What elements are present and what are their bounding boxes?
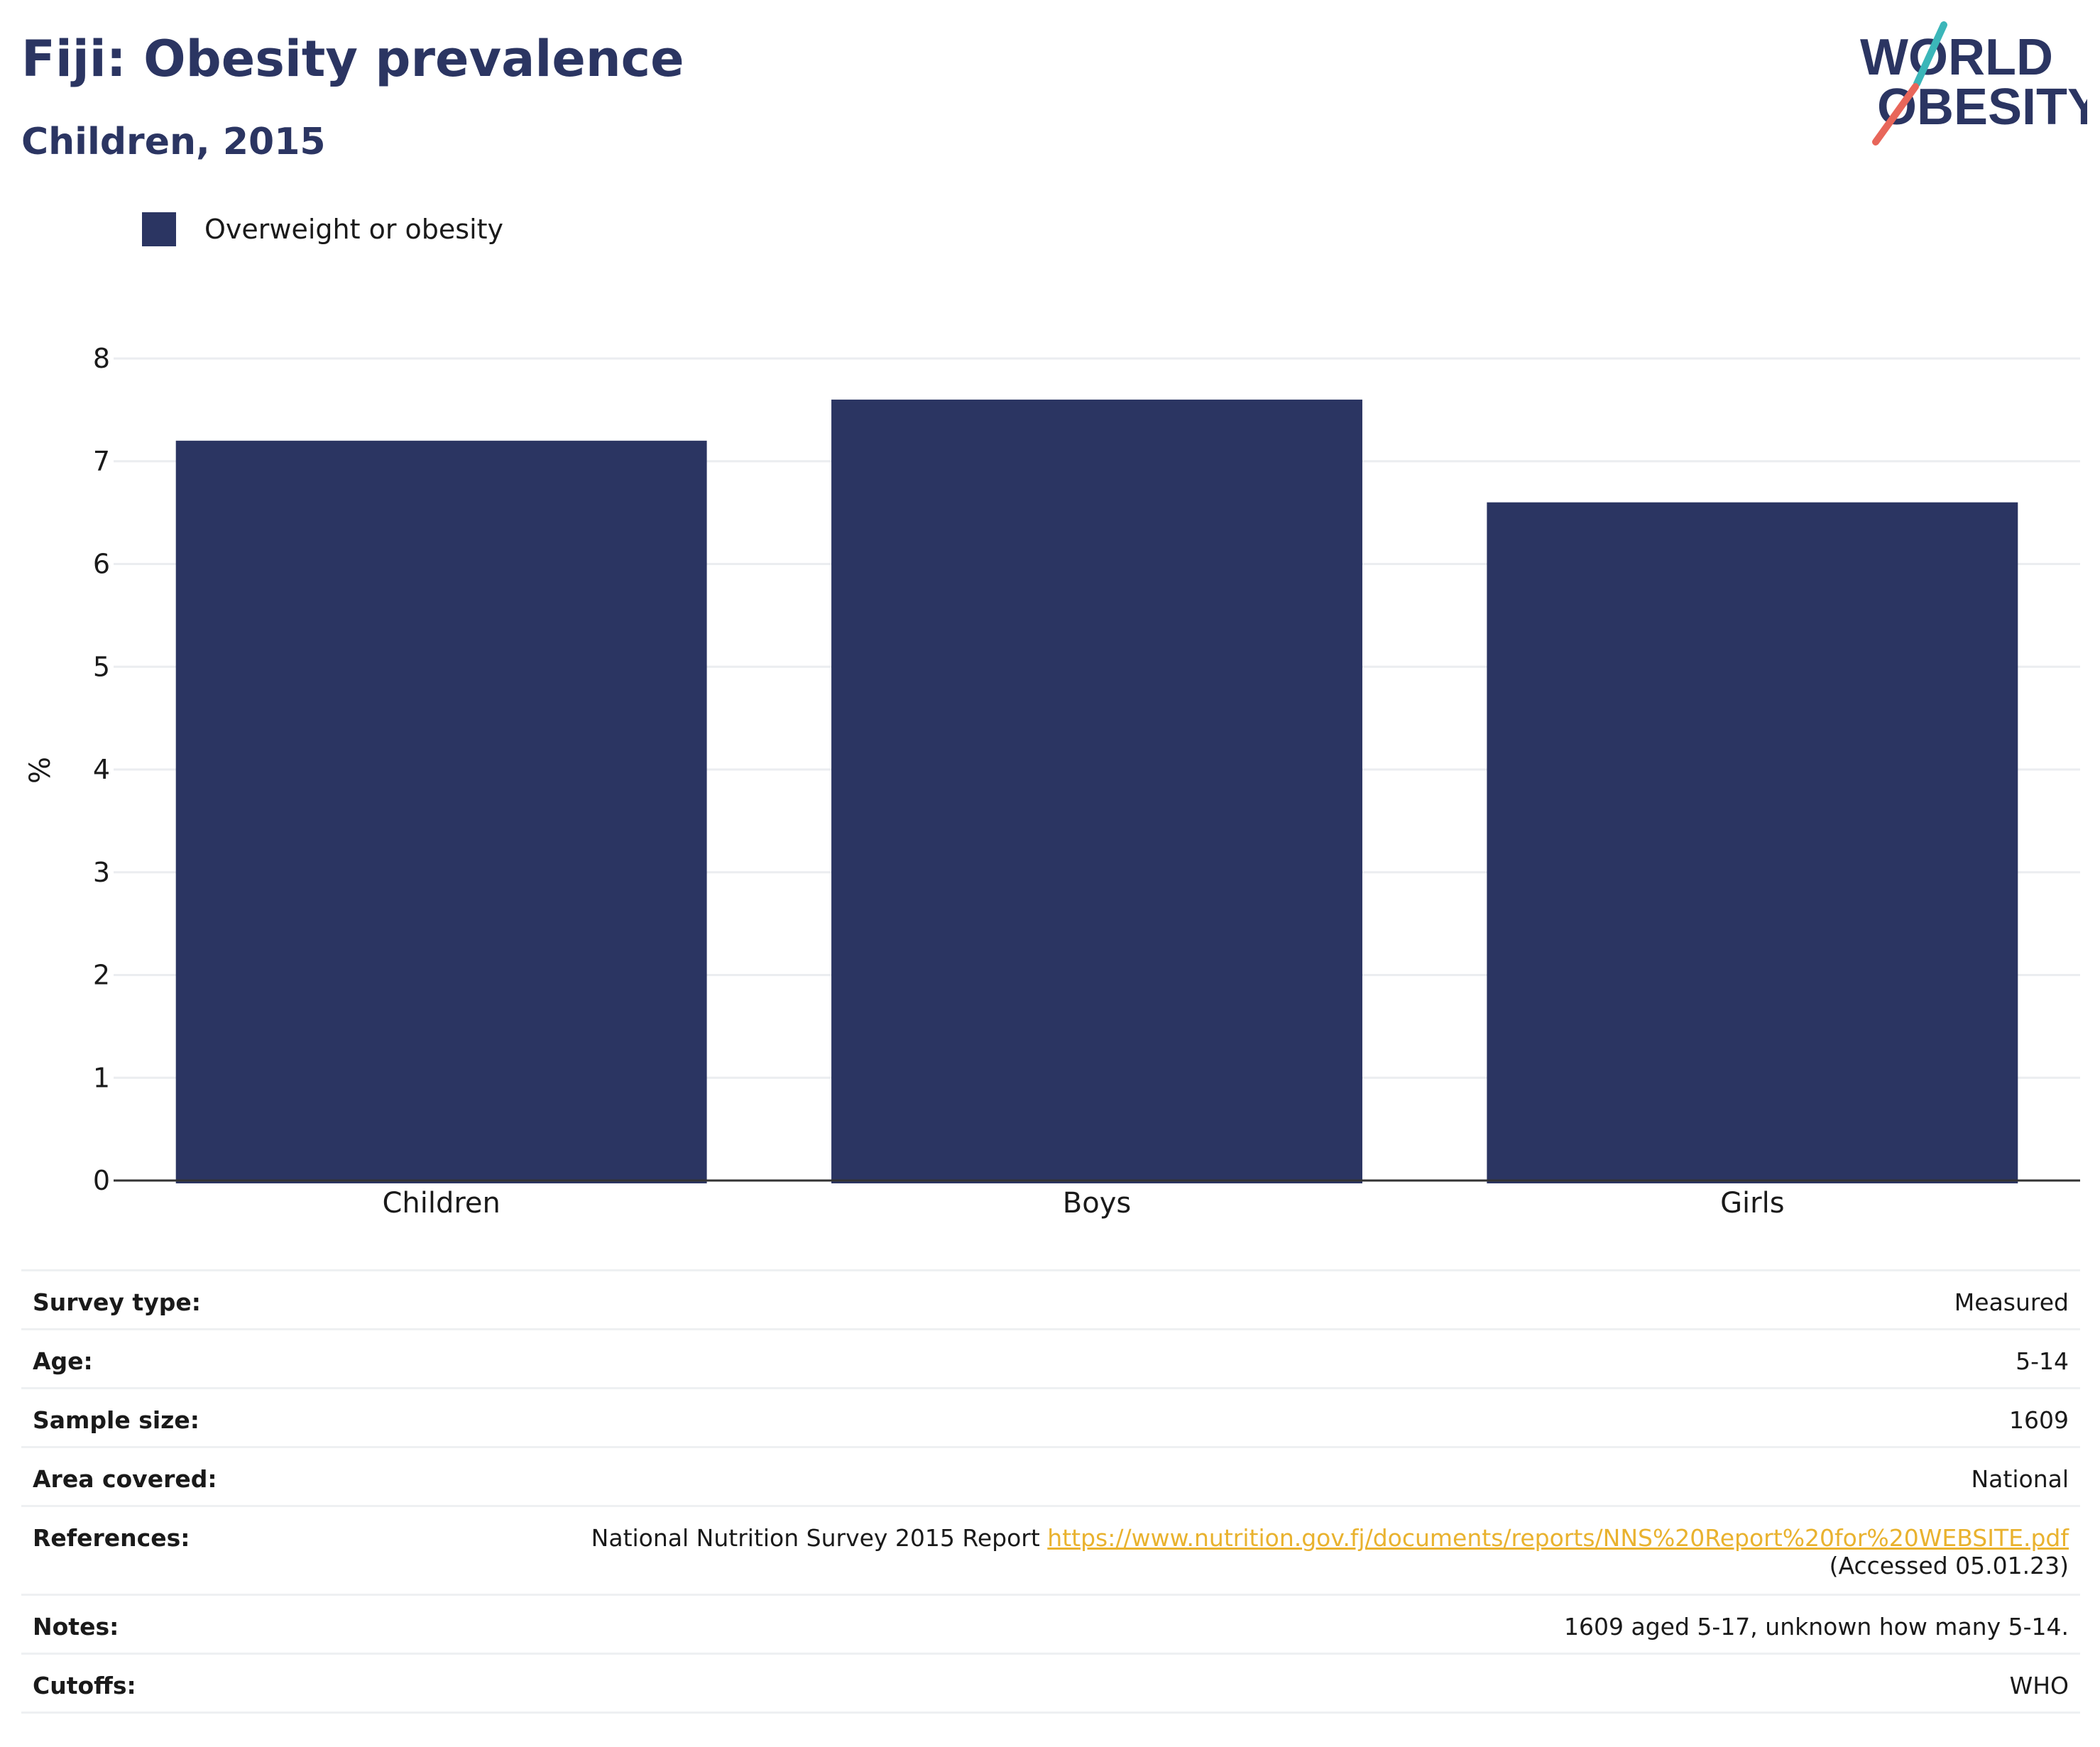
bar-boys [831,399,1362,1183]
metadata-row: Area covered: National [21,1448,2080,1507]
y-tick-label: 8 [93,343,110,374]
metadata-key: Area covered: [33,1465,217,1493]
metadata-value-text: WHO [2009,1672,2069,1699]
metadata-value: Measured [1954,1288,2069,1316]
metadata-key: Age: [33,1347,93,1375]
metadata-key: Sample size: [33,1406,199,1434]
x-tick-label: Boys [1063,1187,1131,1220]
metadata-value: National [1971,1465,2069,1493]
metadata-value-text: National Nutrition Survey 2015 Report [591,1524,1048,1552]
y-tick-label: 6 [93,549,110,580]
metadata-value-text: 1609 [2009,1406,2069,1434]
metadata-value: 1609 aged 5-17, unknown how many 5-14. [1564,1613,2069,1641]
metadata-value: 1609 [2009,1406,2069,1434]
y-tick-label: 4 [93,754,110,785]
metadata-value: National Nutrition Survey 2015 Report ht… [591,1524,2069,1579]
metadata-key: References: [33,1524,190,1552]
metadata-value-text: Measured [1954,1288,2069,1316]
y-tick-label: 2 [93,960,110,991]
logo-slash-bottom [1872,83,1919,146]
legend-label: Overweight or obesity [204,214,504,245]
bar-girls [1487,502,2018,1183]
chart-legend[interactable]: Overweight or obesity [142,212,503,247]
y-tick-label: 5 [93,651,110,682]
metadata-row: Cutoffs: WHO [21,1655,2080,1714]
metadata-row: Survey type: Measured [21,1271,2080,1330]
legend-swatch [142,212,176,246]
metadata-row: Sample size: 1609 [21,1389,2080,1448]
metadata-row: Notes: 1609 aged 5-17, unknown how many 5… [21,1596,2080,1655]
world-obesity-logo: WORLD OBESITY [1860,21,2087,146]
metadata-key: Notes: [33,1613,119,1641]
y-tick-label: 7 [93,446,110,477]
y-tick-label: 3 [93,857,110,888]
reference-link[interactable]: https://www.nutrition.gov.fj/documents/r… [1047,1524,2069,1552]
page-subtitle: Children, 2015 [21,121,326,163]
metadata-table: Survey type: Measured Age: 5-14 Sample size:… [21,1269,2080,1714]
y-axis-label: % [24,757,57,784]
bar-chart: 0 1 2 3 4 5 6 7 8% Children Boys Girls [24,343,2080,1220]
logo-line-1: WORLD [1860,29,2053,86]
metadata-accessed-date: (Accessed 05.01.23) [1829,1552,2069,1579]
y-tick-label: 1 [93,1062,110,1093]
logo-slash-top [1913,21,1947,87]
page-title: Fiji: Obesity prevalence [21,30,684,88]
logo-line-2: OBESITY [1877,79,2087,136]
metadata-value: 5-14 [2016,1347,2069,1375]
metadata-value: WHO [2010,1672,2069,1699]
metadata-row: References: National Nutrition Survey 201… [21,1507,2080,1596]
metadata-value-text: 5-14 [2016,1347,2069,1375]
metadata-row: Age: 5-14 [21,1330,2080,1389]
x-tick-label: Girls [1720,1187,1785,1220]
x-tick-label: Children [382,1187,500,1220]
y-tick-label: 0 [93,1165,110,1196]
metadata-value-text: National [1971,1465,2069,1493]
metadata-value-text: 1609 aged 5-17, unknown how many 5-14. [1564,1613,2069,1641]
metadata-key: Survey type: [33,1288,201,1316]
bar-children [175,440,707,1183]
metadata-key: Cutoffs: [33,1672,136,1699]
